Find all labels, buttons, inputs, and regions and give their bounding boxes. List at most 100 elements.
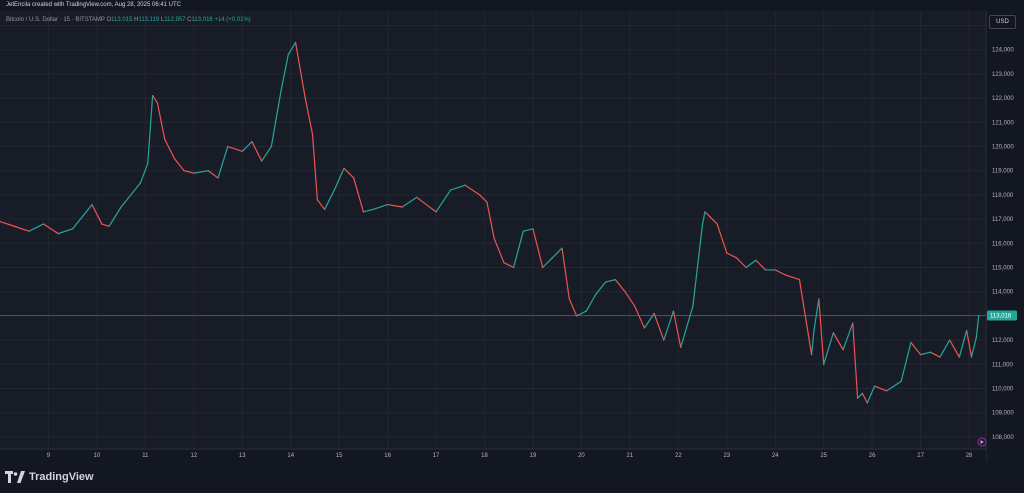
price-point [605, 281, 607, 283]
price-point [270, 145, 272, 148]
price-point [280, 90, 282, 92]
price-segment [464, 184, 481, 196]
price-segment [401, 196, 418, 208]
price-point [966, 329, 968, 332]
price-point [585, 310, 587, 312]
price-segment [818, 298, 825, 365]
price-point [464, 184, 466, 186]
price-segment [726, 252, 738, 259]
price-point [701, 223, 704, 225]
x-tick-label: 24 [772, 453, 779, 459]
price-segment [716, 223, 728, 254]
price-point [261, 160, 263, 162]
replay-icon-glyph [980, 440, 984, 444]
price-point [709, 216, 711, 218]
price-point [910, 341, 912, 344]
price-segment [823, 332, 834, 365]
x-tick-label: 9 [47, 453, 51, 459]
price-segment [970, 337, 977, 358]
brand-logo[interactable]: TradingView [5, 471, 94, 483]
price-point [561, 247, 563, 249]
symbol-name[interactable]: Bitcoin / U.S. Dollar · 15 · BITSTAMP [6, 17, 105, 23]
price-point [900, 380, 902, 382]
y-tick-label: 115,000 [992, 266, 1014, 272]
price-segment [832, 332, 844, 351]
replay-icon[interactable] [977, 437, 987, 447]
currency-button[interactable]: USD [989, 15, 1016, 29]
price-point [13, 225, 16, 227]
price-point [939, 356, 941, 358]
y-tick-label: 117,000 [992, 217, 1014, 223]
price-segment [486, 201, 495, 240]
price-segment [324, 189, 335, 211]
high-label: H [134, 17, 139, 23]
price-point [72, 228, 74, 230]
price-point [857, 397, 859, 399]
price-point [680, 346, 682, 348]
price-point [343, 167, 345, 169]
price-point [287, 53, 289, 56]
price-point [139, 182, 142, 184]
price-segment [416, 196, 437, 213]
price-segment [900, 341, 912, 382]
price-segment [624, 291, 636, 307]
price-point [542, 266, 544, 269]
price-segment [813, 298, 820, 332]
price-point [672, 310, 675, 312]
price-segment [156, 102, 166, 140]
price-point [551, 257, 553, 259]
x-tick-label: 14 [287, 453, 294, 459]
price-point [873, 385, 876, 387]
time-axis[interactable] [0, 450, 986, 461]
price-segment [919, 351, 931, 356]
close-value: 113,016 [191, 17, 213, 23]
price-segment [568, 298, 578, 317]
price-point [852, 322, 854, 324]
price-segment [861, 392, 868, 404]
price-point [823, 363, 825, 365]
y-tick-label: 121,000 [992, 120, 1014, 126]
price-segment [270, 90, 282, 148]
chart-pane[interactable]: 125,000124,000123,000122,000121,000120,0… [0, 11, 1024, 461]
price-point [886, 390, 888, 392]
x-tick-label: 12 [190, 453, 197, 459]
price-segment [207, 170, 219, 179]
price-point [919, 354, 922, 356]
price-point [207, 170, 209, 172]
price-point [57, 233, 59, 235]
price-segment [866, 385, 876, 404]
brand-name: TradingView [29, 471, 94, 483]
price-segment [643, 312, 655, 329]
price-segment [372, 203, 389, 211]
price-point [147, 162, 149, 165]
price-segment [108, 206, 122, 227]
price-point [479, 194, 481, 196]
price-segment [873, 385, 888, 392]
price-point [842, 349, 844, 351]
price-segment [333, 167, 345, 191]
price-point [294, 41, 297, 44]
price-segment [522, 228, 534, 232]
price-segment [886, 380, 902, 392]
price-point [435, 211, 437, 213]
price-point [764, 269, 767, 271]
price-chart[interactable]: 125,000124,000123,000122,000121,000120,0… [0, 11, 1024, 461]
y-tick-label: 112,000 [992, 338, 1014, 344]
x-tick-label: 28 [966, 453, 973, 459]
price-segment [280, 53, 289, 92]
price-point [152, 95, 154, 97]
price-point [798, 279, 801, 281]
price-point [755, 259, 757, 261]
price-segment [362, 208, 374, 213]
price-point [643, 327, 646, 329]
price-point [774, 269, 776, 271]
high-value: 113,119 [138, 17, 160, 23]
x-tick-label: 25 [820, 453, 827, 459]
symbol-legend: Bitcoin / U.S. Dollar · 15 · BITSTAMP O1… [6, 17, 251, 23]
price-segment [692, 223, 704, 307]
price-segment [614, 279, 626, 293]
price-segment [810, 329, 815, 356]
price-axis[interactable] [987, 11, 1024, 461]
price-point [173, 158, 176, 160]
price-point [522, 230, 524, 232]
